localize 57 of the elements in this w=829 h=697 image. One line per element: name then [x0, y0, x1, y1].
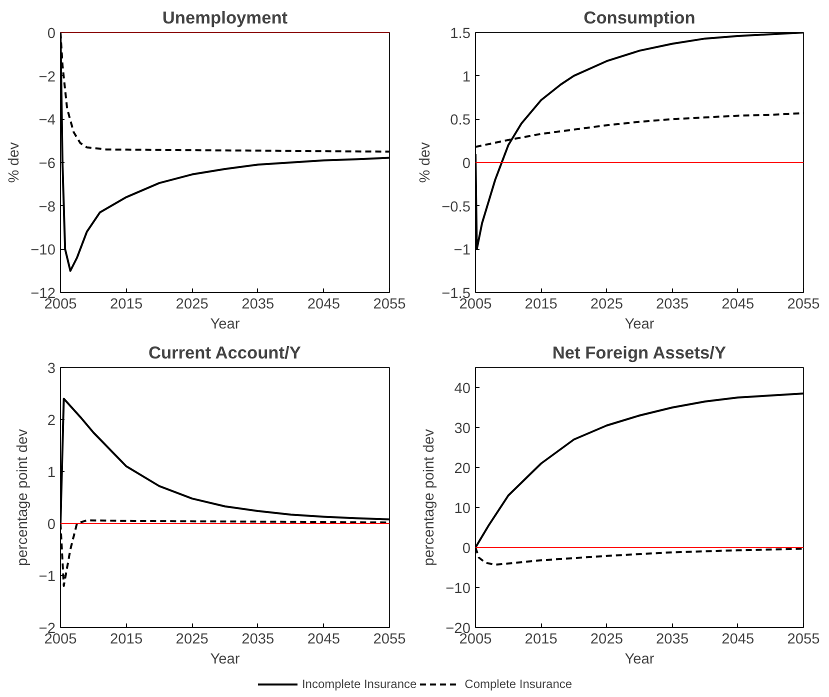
x-tick-label: 2035: [242, 632, 274, 648]
x-tick-label: 2035: [656, 296, 689, 312]
y-axis-title: percentage point dev: [422, 428, 438, 566]
x-tick-label: 2055: [373, 632, 406, 648]
y-tick-label: −6: [38, 156, 56, 172]
y-tick-label: 0: [47, 517, 56, 533]
y-tick-label: 1.5: [450, 26, 470, 42]
chart-title: Net Foreign Assets/Y: [552, 342, 726, 362]
y-tick-label: 2: [47, 413, 56, 429]
x-tick-label: 2045: [307, 632, 340, 648]
chart-title: Current Account/Y: [148, 342, 302, 362]
y-tick-label: 20: [454, 461, 471, 477]
y-tick-label: 30: [454, 421, 471, 437]
y-axis-title: percentage point dev: [14, 428, 31, 566]
x-tick-label: 2035: [656, 632, 689, 648]
y-tick-label: 0: [462, 156, 471, 172]
y-tick-label: −1: [454, 242, 471, 259]
y-tick-label: 0: [462, 541, 471, 557]
x-tick-label: 2025: [590, 296, 624, 312]
y-axis-title: % dev: [6, 141, 23, 183]
x-tick-label: 2025: [176, 632, 208, 648]
y-tick-label: −0.5: [442, 199, 471, 216]
legend-label: Incomplete Insurance: [302, 676, 417, 690]
x-tick-label: 2055: [787, 632, 820, 648]
y-tick-label: −4: [38, 112, 56, 129]
y-tick-label: 10: [454, 501, 471, 517]
x-tick-label: 2015: [110, 296, 143, 312]
x-tick-label: 2035: [242, 296, 274, 312]
x-axis-title: Year: [210, 316, 240, 332]
y-tick-label: −2: [38, 69, 56, 86]
x-tick-label: 2015: [110, 632, 143, 648]
x-axis-title: Year: [624, 316, 654, 332]
y-tick-label: −8: [38, 199, 56, 216]
y-tick-label: −1: [38, 569, 56, 585]
x-tick-label: 2015: [524, 632, 558, 648]
y-tick-label: −10: [30, 242, 56, 259]
x-tick-label: 2045: [722, 296, 754, 312]
y-tick-label: 40: [454, 381, 471, 397]
y-axis-title: % dev: [418, 141, 434, 183]
y-tick-label: 0: [47, 26, 56, 42]
y-tick-label: 1: [47, 465, 56, 481]
x-tick-label: 2055: [787, 296, 820, 312]
y-tick-label: 3: [47, 361, 56, 377]
chart-title: Unemployment: [162, 8, 288, 28]
legend-label: Complete Insurance: [464, 676, 572, 690]
x-tick-label: 2045: [307, 296, 340, 312]
x-tick-label: 2055: [373, 296, 406, 312]
x-tick-label: 2015: [524, 296, 558, 312]
y-tick-label: 1: [462, 69, 471, 86]
x-tick-label: 2045: [722, 632, 754, 648]
y-tick-label: 0.5: [450, 112, 470, 129]
x-tick-label: 2025: [176, 296, 208, 312]
x-axis-title: Year: [210, 652, 240, 668]
x-axis-title: Year: [624, 652, 654, 668]
x-tick-label: 2025: [590, 632, 624, 648]
chart-title: Consumption: [584, 8, 696, 28]
y-tick-label: −10: [446, 581, 471, 597]
